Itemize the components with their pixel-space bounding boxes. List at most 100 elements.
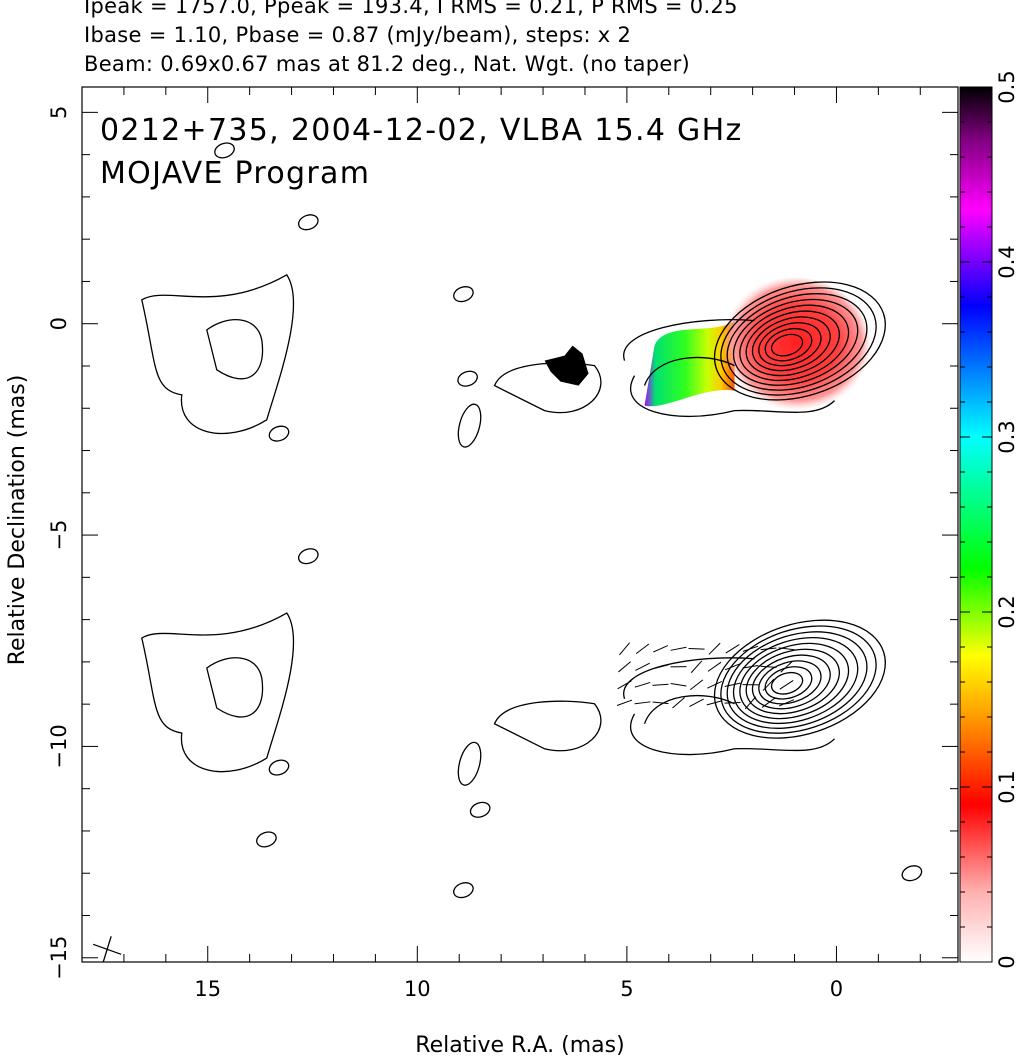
diffuse-contour bbox=[206, 318, 264, 380]
evpa-tick bbox=[778, 699, 795, 707]
evpa-tick bbox=[688, 648, 705, 650]
noise-contour bbox=[469, 801, 491, 818]
evpa-tick bbox=[762, 678, 775, 691]
intensity-contour bbox=[739, 304, 850, 382]
evpa-tick bbox=[670, 683, 687, 687]
x-tick-label: 0 bbox=[830, 977, 843, 1001]
noise-contour bbox=[457, 370, 478, 387]
noise-contour bbox=[297, 548, 319, 565]
evpa-tick bbox=[690, 660, 703, 674]
intensity-contour bbox=[726, 631, 868, 729]
polarization-dark-knot bbox=[544, 345, 589, 386]
colorbar-tick-label: 0.3 bbox=[995, 420, 1019, 453]
jet-contour bbox=[643, 356, 735, 386]
intensity-contour bbox=[726, 293, 868, 391]
evpa-tick bbox=[760, 647, 777, 651]
y-tick-label: 5 bbox=[47, 106, 71, 119]
intensity-contour bbox=[745, 310, 841, 377]
noise-contour bbox=[256, 831, 277, 848]
image-layer bbox=[92, 142, 923, 963]
evpa-tick bbox=[652, 701, 669, 705]
evpa-tick bbox=[724, 702, 741, 704]
plot-title-line-1: 0212+735, 2004-12-02, VLBA 15.4 GHz bbox=[100, 113, 743, 148]
evpa-tick bbox=[652, 664, 669, 670]
noise-contour bbox=[901, 865, 923, 882]
outer-contour bbox=[493, 700, 602, 752]
evpa-tick bbox=[779, 680, 794, 690]
intensity-contour bbox=[732, 637, 859, 725]
plot-frame bbox=[81, 86, 959, 963]
jet-contour bbox=[630, 713, 835, 756]
evpa-tick bbox=[617, 680, 632, 690]
intensity-contour bbox=[758, 322, 822, 367]
x-axis-title: Relative R.A. (mas) bbox=[415, 1033, 624, 1058]
evpa-tick bbox=[672, 697, 685, 709]
evpa-tick bbox=[724, 663, 741, 671]
header-line-2: Ibase = 1.10, Pbase = 0.87 (mJy/beam), s… bbox=[84, 23, 632, 47]
colorbar-tick-label: 0.2 bbox=[995, 595, 1019, 628]
evpa-tick bbox=[689, 698, 704, 707]
intensity-contour bbox=[720, 625, 877, 734]
outer-contour bbox=[457, 403, 482, 448]
evpa-tick bbox=[707, 680, 722, 689]
top-panel bbox=[457, 277, 886, 448]
evpa-tick bbox=[618, 661, 631, 673]
evpa-tick bbox=[725, 644, 740, 654]
intensity-contour bbox=[739, 642, 850, 720]
plot-title-line-2: MOJAVE Program bbox=[100, 156, 370, 191]
evpa-tick bbox=[635, 662, 650, 671]
evpa-tick bbox=[652, 683, 669, 686]
jet-contour bbox=[623, 657, 755, 699]
evpa-tick bbox=[742, 665, 759, 669]
intensity-contour bbox=[764, 327, 813, 362]
noise-contour bbox=[453, 286, 474, 303]
diffuse-contour bbox=[206, 657, 264, 718]
jet-contour bbox=[643, 694, 735, 724]
polarization-jet-color bbox=[644, 320, 735, 407]
evpa-tick bbox=[724, 682, 741, 687]
colorbar-tick-label: 0.1 bbox=[995, 770, 1019, 803]
evpa-tick bbox=[616, 699, 633, 706]
x-tick-label: 15 bbox=[194, 977, 221, 1001]
left-feature-top bbox=[141, 273, 295, 435]
x-tick-label: 10 bbox=[404, 977, 431, 1001]
intensity-contour bbox=[713, 281, 886, 401]
evpa-tick bbox=[689, 679, 704, 691]
evpa-tick bbox=[634, 701, 651, 705]
noise-contour bbox=[268, 425, 290, 442]
outer-contour bbox=[493, 362, 602, 414]
colorbar-gradient bbox=[959, 86, 993, 963]
colorbar-tick-label: 0 bbox=[995, 955, 1019, 968]
evpa-tick bbox=[761, 697, 776, 708]
y-tick-label: −5 bbox=[47, 520, 71, 551]
intensity-contour bbox=[770, 333, 804, 357]
evpa-tick bbox=[708, 642, 721, 655]
outer-contour bbox=[457, 741, 482, 786]
intensity-contour bbox=[713, 619, 886, 739]
axis-ticks: 15 10 5 0 5 0 −5 −10 −15 bbox=[47, 87, 958, 1001]
intensity-contour bbox=[770, 671, 804, 695]
evpa-tick bbox=[634, 681, 651, 688]
jet-contour bbox=[623, 319, 755, 361]
evpa-tick bbox=[760, 665, 777, 668]
evpa-tick bbox=[780, 660, 793, 673]
jet-contour bbox=[630, 375, 835, 417]
evpa-tick bbox=[619, 642, 631, 656]
header-line-3: Beam: 0.69x0.67 mas at 81.2 deg., Nat. W… bbox=[84, 52, 691, 76]
evpa-tick bbox=[744, 696, 757, 710]
colorbar-tick-label: 0.5 bbox=[995, 70, 1019, 103]
noise-contour bbox=[297, 214, 319, 231]
y-tick-label: 0 bbox=[47, 317, 71, 330]
plot-border bbox=[81, 86, 959, 963]
y-tick-label: −15 bbox=[47, 936, 71, 980]
intensity-contour bbox=[751, 316, 831, 372]
intensity-contour bbox=[751, 654, 831, 710]
intensity-contour bbox=[764, 666, 813, 700]
evpa-tick bbox=[707, 661, 722, 672]
intensity-contour bbox=[732, 298, 859, 386]
x-tick-label: 5 bbox=[620, 977, 633, 1001]
beam-marker bbox=[102, 936, 112, 963]
header-line-1: Ipeak = 1757.0, Ppeak = 193.4, I RMS = 0… bbox=[84, 0, 738, 18]
y-tick-label: −10 bbox=[47, 724, 71, 768]
